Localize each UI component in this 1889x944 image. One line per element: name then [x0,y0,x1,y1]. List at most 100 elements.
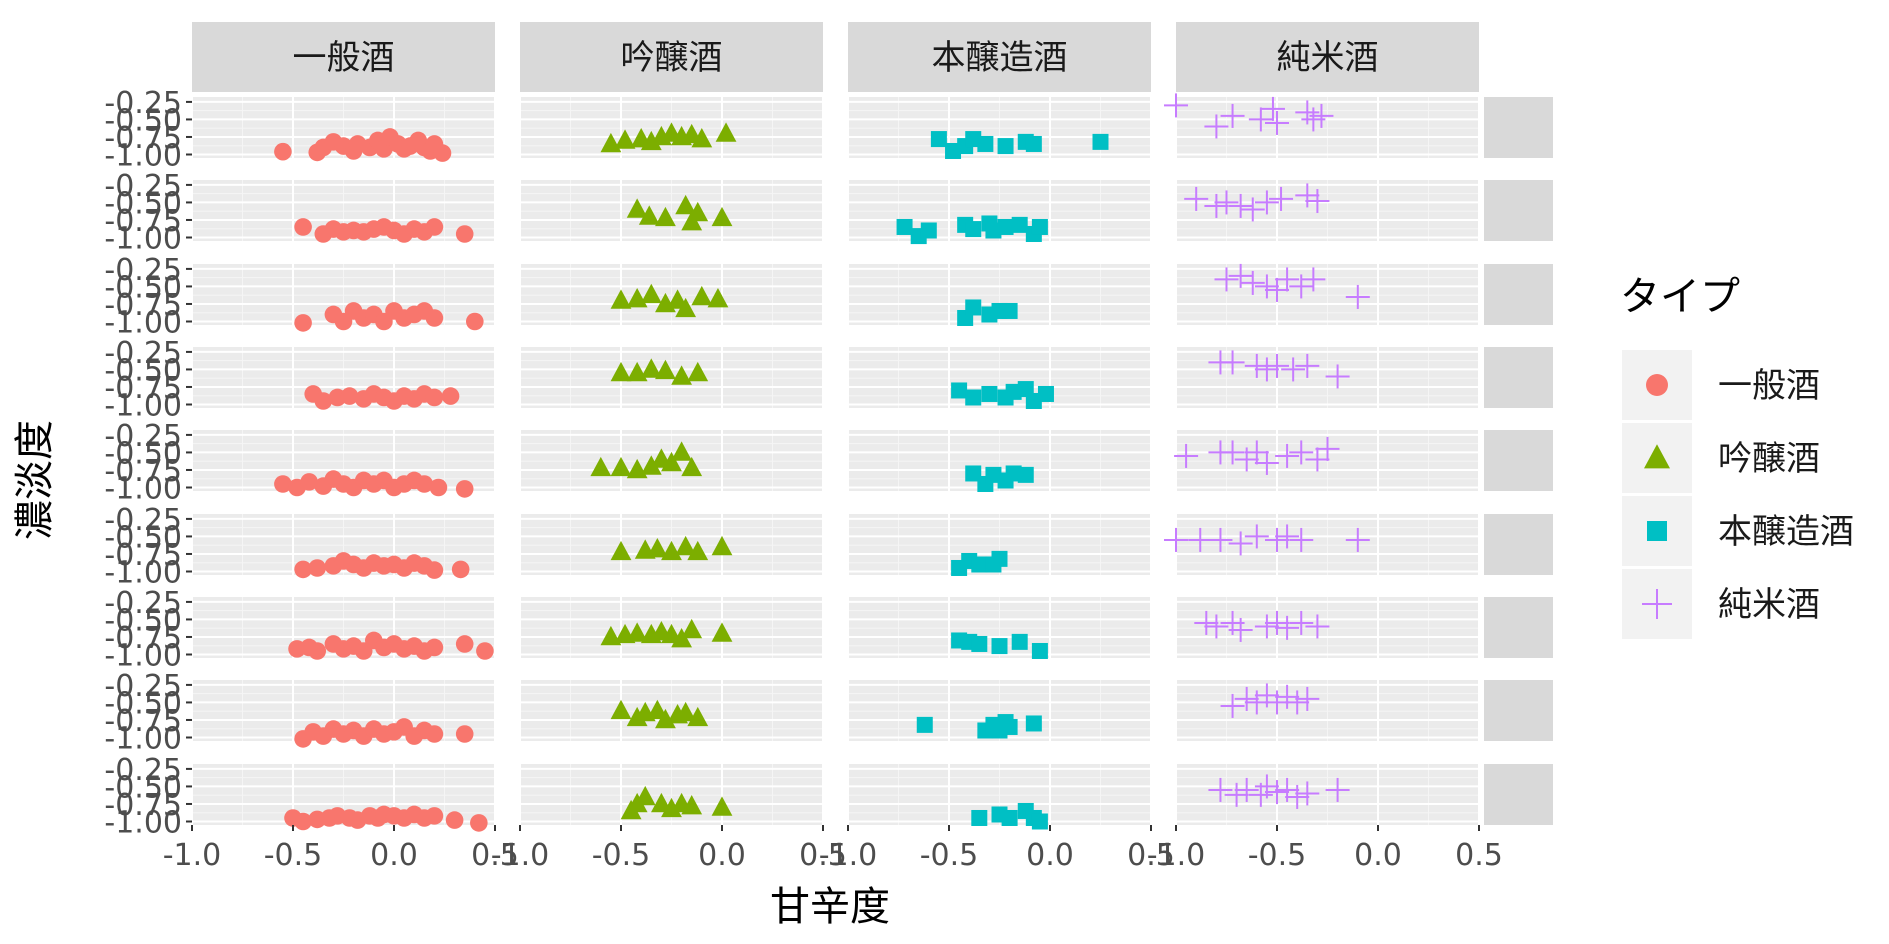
data-point [1265,353,1289,378]
point-group [600,618,733,648]
data-point [1254,774,1279,799]
data-point [1309,103,1334,128]
x-tick-label: -0.5 [264,838,323,873]
data-point [1188,527,1213,552]
point-group [610,283,729,318]
data-point [1037,385,1054,402]
data-point [610,289,632,309]
data-point [425,807,444,825]
data-point [1289,610,1314,635]
y-tick-label: -0.25 [104,336,182,371]
legend-label: 吟醸酒 [1718,439,1820,479]
data-point [1220,103,1245,128]
y-tick-label: -0.25 [104,503,182,538]
point-group [610,699,709,729]
data-point [610,456,632,477]
y-tick-label: -1.00 [104,805,182,840]
data-point [985,222,1002,239]
legend-label: 一般酒 [1718,366,1820,406]
data-point [1228,617,1253,642]
x-tick-label: 0.0 [1026,838,1074,873]
point-group [304,385,460,410]
data-point [1345,284,1370,309]
data-point [614,129,636,149]
x-axes: -1.0 -0.5 0.0 0.5-1.0 -0.5 0.0 0.5-1.0 -0.5 0.0 0… [163,825,1503,873]
legend-key-triangle [1644,444,1670,469]
data-point [916,716,933,733]
data-point [1265,610,1289,635]
x-tick-label: -1.0 [819,838,878,873]
point-group [951,381,1054,409]
y-tick-label: -0.50 [104,520,182,555]
data-point [466,312,484,331]
data-point [1220,350,1245,375]
data-point [1281,357,1306,382]
point-group [1214,263,1370,309]
data-point [920,222,937,239]
data-point [1265,277,1289,302]
facet-panel [1175,764,1480,825]
data-point [1265,527,1289,552]
data-point [1254,190,1279,215]
data-point [1001,302,1018,319]
y-axis-title: 濃淡度 [12,420,58,540]
data-point [1254,614,1279,639]
column-strip [1176,22,1479,92]
data-point [930,131,947,148]
data-point [640,283,662,304]
y-tick-label: -0.75 [104,788,182,823]
point-group [930,131,1109,159]
data-point [1301,267,1326,292]
point-group [1208,350,1350,389]
legend-key-circle [1646,374,1668,396]
data-point [655,359,676,380]
data-point [1005,465,1022,482]
row-strip [1484,97,1553,158]
data-point [1285,784,1310,809]
row-strip [1484,430,1553,491]
row-strip [1484,347,1553,408]
data-point [1025,392,1042,409]
data-point [655,206,676,227]
data-point [294,812,312,831]
column-strip-label: 吟醸酒 [621,38,723,78]
data-point [294,218,312,236]
facet-panel [1175,514,1480,575]
data-point [1244,524,1269,549]
data-point [711,796,733,816]
data-point [433,144,452,162]
point-group [1164,524,1370,556]
data-point [590,456,612,477]
y-tick-label: -0.75 [104,454,182,489]
data-point [1031,642,1048,659]
data-point [1017,466,1034,483]
data-point [455,225,474,243]
data-point [1285,690,1310,715]
data-point [451,560,470,579]
data-point [425,638,444,657]
data-point [1325,364,1350,389]
legend-label: 純米酒 [1718,585,1820,625]
data-point [965,131,982,148]
data-point [965,389,982,406]
y-tick-label: -1.00 [104,555,182,590]
y-tick-label: -0.25 [104,753,182,788]
data-point [425,218,444,236]
data-point [1315,436,1340,461]
point-group [274,470,474,498]
data-point [634,785,656,806]
data-point [610,361,632,382]
data-point [707,288,729,308]
data-point [1025,715,1042,732]
data-point [1011,216,1028,233]
data-point [691,128,713,148]
data-point [1305,447,1330,472]
data-point [985,466,1002,483]
data-point [1275,267,1300,292]
data-point [1194,610,1219,635]
data-point [691,285,713,306]
point-group [590,441,703,479]
data-point [1214,190,1239,215]
point-group [294,552,470,579]
data-point [675,297,697,318]
